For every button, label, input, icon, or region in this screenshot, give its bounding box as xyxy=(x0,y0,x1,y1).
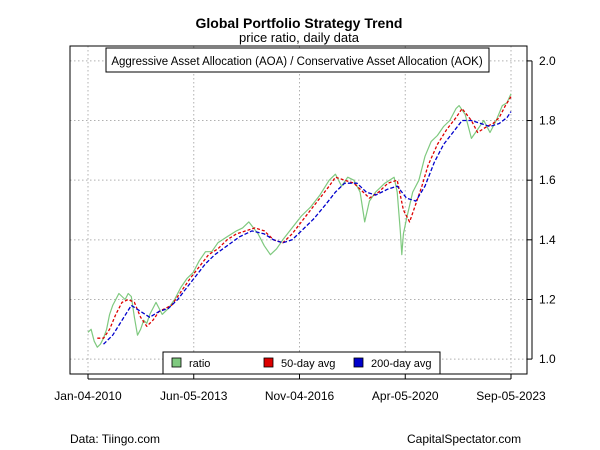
legend-swatch xyxy=(171,357,182,368)
annotation-text: Aggressive Asset Allocation (AOA) / Cons… xyxy=(111,56,483,68)
y-tick-label: 2.0 xyxy=(539,54,556,68)
x-tick-label: Apr-05-2020 xyxy=(372,389,439,403)
chart-title: Global Portfolio Strategy Trend xyxy=(196,15,403,31)
y-tick-label: 1.0 xyxy=(539,352,556,366)
plot-frame xyxy=(69,45,528,375)
annotation-box xyxy=(105,47,490,73)
legend-box xyxy=(162,351,441,375)
axes: Jan-04-2010 Jun-05-2013 Nov-04-2016 Apr-05-… xyxy=(54,54,556,403)
legend-label: 200-day avg xyxy=(371,358,432,370)
footer-site: CapitalSpectator.com xyxy=(407,432,522,446)
legend-label: ratio xyxy=(189,358,210,370)
x-tick-label: Jun-05-2013 xyxy=(160,389,228,403)
y-tick-label: 1.2 xyxy=(539,292,556,306)
x-tick-label: Nov-04-2016 xyxy=(265,389,335,403)
legend: ratio 50-day avg 200-day avg xyxy=(162,351,441,375)
chart-subtitle: price ratio, daily data xyxy=(239,30,360,45)
grid xyxy=(70,46,527,374)
legend-swatch xyxy=(263,357,274,368)
y-tick-label: 1.8 xyxy=(539,114,556,128)
y-tick-label: 1.6 xyxy=(539,173,556,187)
series-200-day-avg xyxy=(103,111,512,345)
legend-label: 50-day avg xyxy=(281,358,335,370)
series-ratio xyxy=(87,93,512,348)
x-tick-label: Jan-04-2010 xyxy=(54,389,122,403)
legend-swatch xyxy=(353,357,364,368)
x-tick-label: Sep-05-2023 xyxy=(476,389,546,403)
y-tick-label: 1.4 xyxy=(539,233,556,247)
series-50-day-avg xyxy=(97,96,512,339)
series-layer xyxy=(87,93,512,348)
footer-source: Data: Tiingo.com xyxy=(70,432,161,446)
